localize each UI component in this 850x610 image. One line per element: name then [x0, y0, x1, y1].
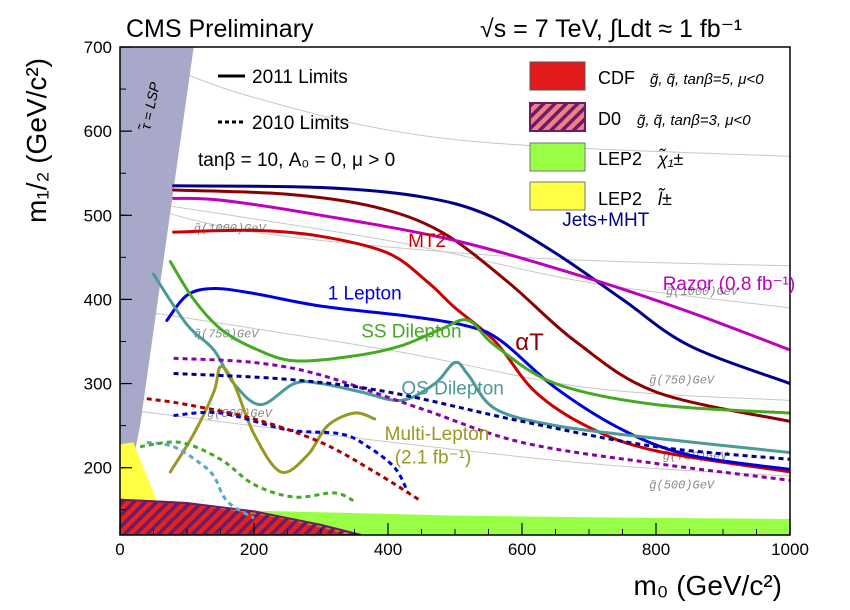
mass-contour-line — [120, 197, 790, 267]
limit-curve — [173, 372, 790, 461]
limit-curves — [139, 184, 790, 520]
y-tick-label: 400 — [84, 290, 112, 309]
style-legend-dotted-label: 2010 Limits — [252, 113, 349, 134]
curve-label: Multi-Lepton — [385, 424, 490, 445]
x-ticks: 0 200 400 600 800 1000 — [115, 523, 809, 559]
curve-label: (2.1 fb⁻¹) — [395, 447, 472, 468]
x-tick-label: 0 — [115, 540, 124, 559]
y-tick-label: 200 — [84, 459, 112, 478]
y-ticks: 200 300 400 500 600 700 — [84, 38, 132, 511]
mass-contour-line — [120, 47, 790, 157]
y-axis-label: m₁/₂ (GeV/c²) — [21, 58, 52, 223]
x-tick-label: 1000 — [771, 540, 809, 559]
y-tick-label: 500 — [84, 206, 112, 225]
legend-swatch-lep2-chargino — [529, 142, 586, 172]
params-text: tanβ = 10, A₀ = 0, μ > 0 — [198, 150, 395, 171]
curve-label: Jets+MHT — [562, 210, 649, 231]
x-tick-label: 600 — [508, 540, 536, 559]
header-right: √s = 7 TeV, ∫Ldt ≈ 1 fb⁻¹ — [480, 15, 742, 43]
limit-curve — [172, 196, 790, 352]
curve-label: 1 Lepton — [328, 283, 402, 304]
style-legend: 2011 Limits 2010 Limits — [218, 67, 349, 134]
limit-curve — [139, 440, 356, 503]
x-axis-label: m₀ (GeV/c²) — [633, 570, 782, 601]
legend-label-lep2-slepton: LEP2 — [598, 189, 642, 209]
legend-swatch-cdf — [529, 61, 586, 91]
curve-label: SS Dilepton — [361, 321, 461, 342]
legend-swatch-d0 — [529, 102, 586, 132]
limit-curve — [146, 440, 255, 520]
limit-curve — [146, 397, 423, 503]
mass-contour-line — [120, 307, 790, 401]
legend-label-cdf: CDF — [598, 68, 635, 88]
mass-contour-label: g̃(750)GeV — [649, 373, 716, 387]
region-stau-lsp — [120, 47, 194, 535]
limit-curve — [168, 365, 377, 474]
limit-curve — [172, 228, 790, 474]
legend-detail-lep2-chargino: χ̃₁± — [656, 148, 684, 169]
region-d0 — [120, 498, 362, 535]
y-tick-label: 600 — [84, 122, 112, 141]
y-tick-label: 300 — [84, 375, 112, 394]
legend-label-d0: D0 — [598, 109, 621, 129]
legend-swatch-lep2-slepton — [529, 181, 586, 211]
legend-detail-d0: g̃, q̃, tanβ=3, μ<0 — [637, 112, 751, 129]
x-tick-label: 200 — [240, 540, 268, 559]
mass-contour-line — [120, 408, 790, 477]
x-tick-label: 800 — [642, 540, 670, 559]
limit-curve — [172, 184, 790, 386]
curve-labels: Jets+MHT MT2 αT Razor (0.8 fb⁻¹) 1 Lepton SS … — [328, 210, 796, 468]
header-left: CMS Preliminary — [126, 15, 314, 43]
style-legend-solid-label: 2011 Limits — [252, 67, 348, 88]
plot-area: q̃(1000)GeVg̃(1000)GeVq̃(750)GeVg̃(750)G… — [120, 47, 790, 535]
curve-label: Razor (0.8 fb⁻¹) — [663, 274, 796, 295]
y-tick-label: 700 — [84, 38, 112, 57]
curve-label: OS Dilepton — [401, 378, 503, 399]
legend-detail-lep2-slepton: l̃± — [658, 188, 672, 209]
legend-detail-cdf: g̃, q̃, tanβ=5, μ<0 — [650, 71, 764, 88]
curve-label: αT — [515, 329, 544, 356]
limit-curve — [168, 260, 790, 415]
limit-curve — [173, 356, 790, 482]
limit-curve — [172, 188, 790, 423]
mass-contour-label: g̃(1000)GeV — [666, 285, 740, 299]
x-tick-label: 400 — [374, 540, 402, 559]
region-legend: CDF g̃, q̃, tanβ=5, μ<0 D0 g̃, q̃, tanβ=… — [529, 61, 764, 211]
limit-curve — [173, 410, 410, 494]
excluded-regions — [120, 47, 790, 535]
curve-label: MT2 — [408, 231, 446, 252]
mass-contour-label: g̃(500)GeV — [649, 478, 716, 492]
legend-label-lep2-chargino: LEP2 — [598, 149, 642, 169]
